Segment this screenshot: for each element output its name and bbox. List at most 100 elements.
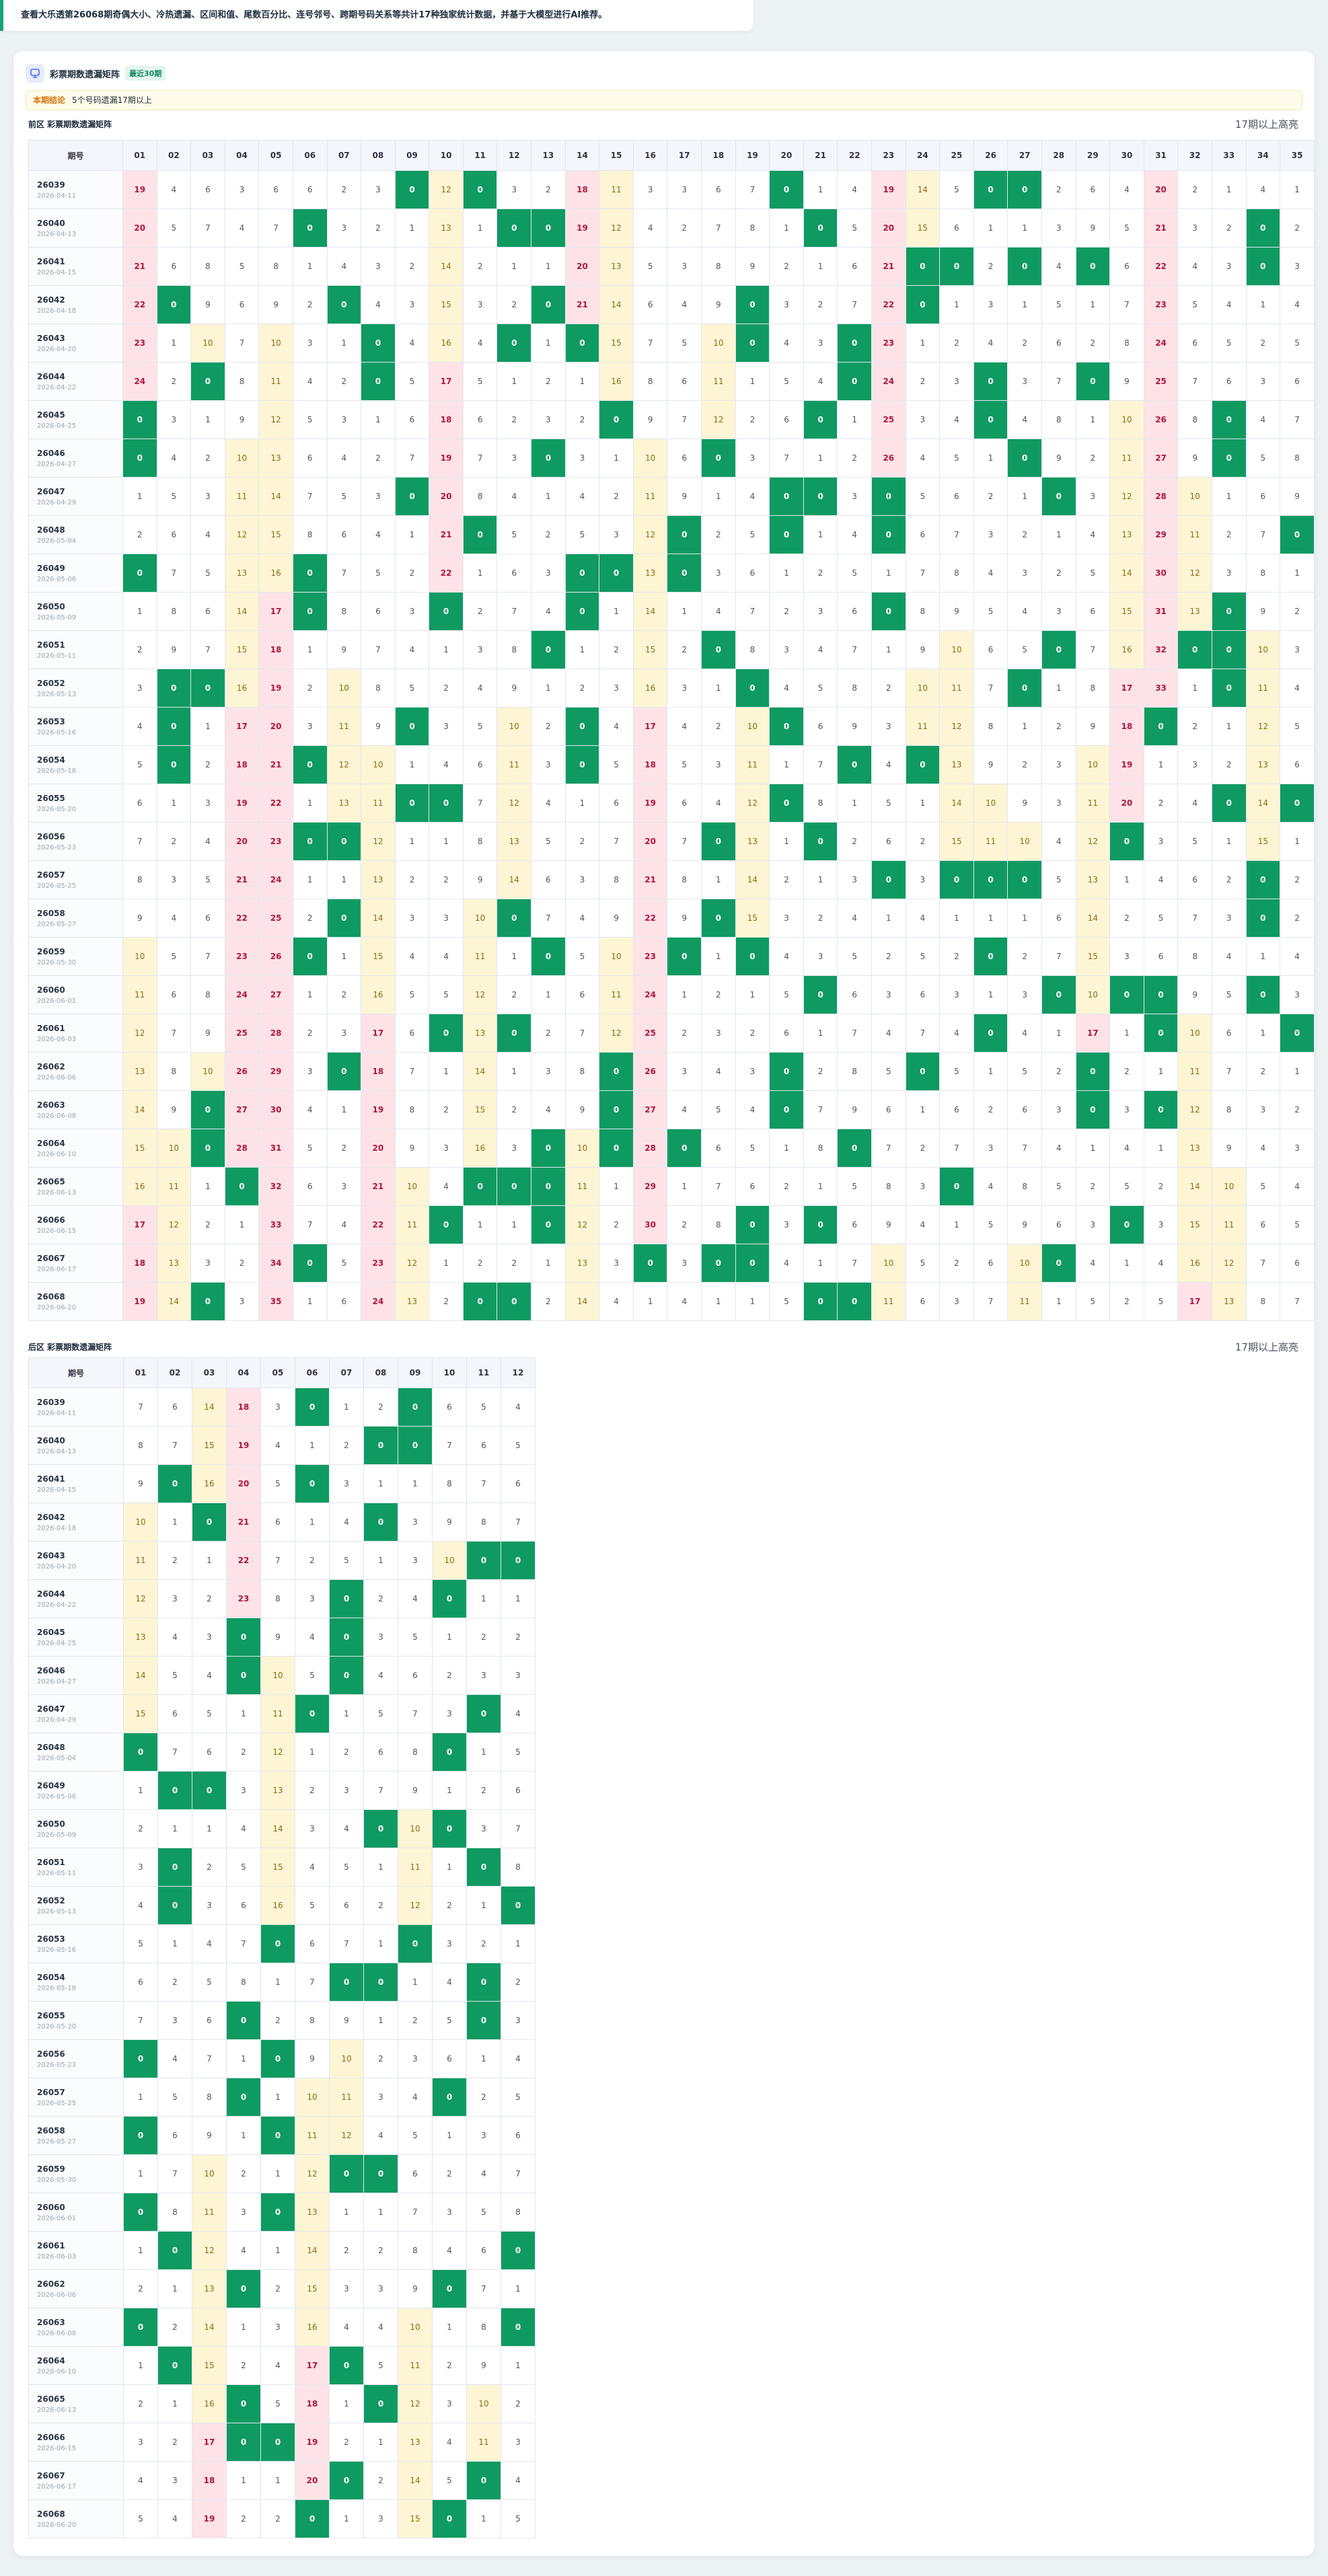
miss-cell: 5: [1041, 285, 1076, 324]
miss-cell: 0: [295, 2499, 330, 2538]
miss-cell: 1: [1041, 515, 1076, 554]
miss-cell: 30: [258, 1090, 293, 1129]
miss-cell: 16: [192, 1464, 227, 1503]
miss-cell: 0: [496, 1014, 532, 1053]
data-row: 26042 2026-04-18 22 0 9 6 9 2 0 4 3 15 3 2 0 21 14 6 4 9 0 3 2…: [28, 285, 1315, 324]
issue-date: 2026-04-15: [37, 268, 77, 276]
miss-cell: 0: [157, 2231, 192, 2270]
miss-cell: 1: [735, 1282, 770, 1321]
miss-cell: 3: [1075, 477, 1111, 516]
miss-cell: 7: [1075, 630, 1111, 669]
miss-cell: 11: [1075, 784, 1111, 823]
issue-date: 2026-06-06: [37, 1073, 77, 1082]
issue-date: 2026-05-25: [37, 882, 77, 890]
miss-cell: 29: [1143, 515, 1179, 554]
miss-cell: 1: [701, 669, 736, 708]
miss-cell: 10: [871, 1244, 906, 1283]
miss-cell: 1: [1211, 477, 1247, 516]
miss-cell: 18: [226, 1388, 261, 1427]
card-header: 彩票期数遗漏矩阵 最近30期: [26, 63, 166, 83]
miss-cell: 25: [258, 899, 293, 938]
column-header: 03: [192, 1357, 227, 1388]
miss-cell: 10: [1075, 745, 1111, 784]
miss-cell: 3: [871, 707, 906, 746]
miss-cell: 5: [599, 745, 634, 784]
miss-cell: 2: [157, 1541, 192, 1580]
issue-date: 2026-06-10: [37, 1150, 77, 1158]
issue-number: 26053: [37, 716, 65, 726]
miss-cell: 6: [1075, 592, 1111, 631]
miss-cell: 18: [295, 2384, 330, 2423]
miss-cell: 4: [429, 937, 464, 976]
miss-cell: 6: [837, 1205, 873, 1244]
column-header: 30: [1109, 140, 1144, 171]
miss-cell: 15: [632, 630, 668, 669]
miss-cell: 10: [260, 1656, 295, 1695]
miss-cell: 3: [1245, 362, 1281, 401]
miss-cell: 10: [192, 2154, 227, 2193]
issue-cell: 26041 2026-04-15: [28, 1464, 124, 1503]
miss-cell: 0: [1143, 975, 1179, 1014]
miss-cell: 1: [667, 1167, 702, 1206]
issue-cell: 26042 2026-04-18: [28, 1503, 124, 1542]
miss-cell: 6: [156, 515, 192, 554]
miss-cell: 6: [939, 1090, 974, 1129]
issue-cell: 26062 2026-06-06: [28, 2269, 124, 2308]
back-table: 期号 01 02 03 04 05 06 07 08 09 10 11 12 26039 2026-04-1…: [28, 1357, 536, 2538]
miss-cell: 12: [1211, 1244, 1247, 1283]
miss-cell: 33: [1143, 669, 1179, 708]
miss-cell: 4: [803, 630, 838, 669]
miss-cell: 7: [156, 1014, 192, 1053]
miss-cell: 9: [260, 1618, 295, 1657]
miss-cell: 0: [429, 592, 464, 631]
issue-number: 26054: [37, 755, 65, 765]
miss-cell: 3: [326, 1014, 362, 1053]
miss-cell: 4: [429, 1167, 464, 1206]
issue-cell: 26060 2026-06-01: [28, 2193, 124, 2232]
miss-cell: 0: [701, 630, 736, 669]
miss-cell: 1: [361, 400, 396, 439]
miss-cell: 0: [871, 515, 906, 554]
miss-cell: 4: [871, 1014, 906, 1053]
miss-cell: 9: [1177, 439, 1212, 478]
miss-cell: 6: [326, 515, 362, 554]
miss-cell: 1: [939, 285, 974, 324]
miss-cell: 9: [326, 630, 362, 669]
miss-cell: 5: [398, 2116, 433, 2155]
miss-cell: 4: [599, 707, 634, 746]
miss-cell: 8: [398, 2231, 433, 2270]
miss-cell: 12: [224, 515, 260, 554]
miss-cell: 4: [973, 554, 1008, 593]
issue-number: 26046: [37, 448, 65, 458]
miss-cell: 3: [292, 707, 328, 746]
miss-cell: 4: [564, 477, 600, 516]
issue-date: 2026-06-13: [37, 2406, 77, 2414]
miss-cell: 21: [632, 860, 668, 899]
miss-cell: 6: [224, 285, 260, 324]
miss-cell: 18: [192, 2461, 227, 2500]
miss-cell: 0: [122, 400, 157, 439]
miss-cell: 21: [871, 247, 906, 286]
miss-cell: 0: [1041, 1244, 1076, 1283]
miss-cell: 4: [394, 937, 430, 976]
miss-cell: 24: [871, 362, 906, 401]
miss-cell: 5: [292, 400, 328, 439]
miss-cell: 7: [258, 209, 293, 248]
miss-cell: 6: [701, 170, 736, 209]
miss-cell: 7: [599, 822, 634, 861]
miss-cell: 0: [292, 745, 328, 784]
miss-cell: 14: [599, 285, 634, 324]
miss-cell: 5: [735, 1129, 770, 1168]
miss-cell: 5: [769, 975, 804, 1014]
miss-cell: 1: [432, 1848, 467, 1887]
miss-cell: 18: [224, 745, 260, 784]
miss-cell: 15: [192, 1426, 227, 1465]
miss-cell: 7: [632, 324, 668, 363]
miss-cell: 17: [1075, 1014, 1111, 1053]
issue-date: 2026-06-20: [37, 2521, 77, 2529]
issue-number: 26046: [37, 1665, 65, 1675]
miss-cell: 0: [226, 1656, 261, 1695]
column-header: 22: [837, 140, 873, 171]
miss-cell: 3: [501, 1656, 536, 1695]
miss-cell: 4: [531, 784, 566, 823]
